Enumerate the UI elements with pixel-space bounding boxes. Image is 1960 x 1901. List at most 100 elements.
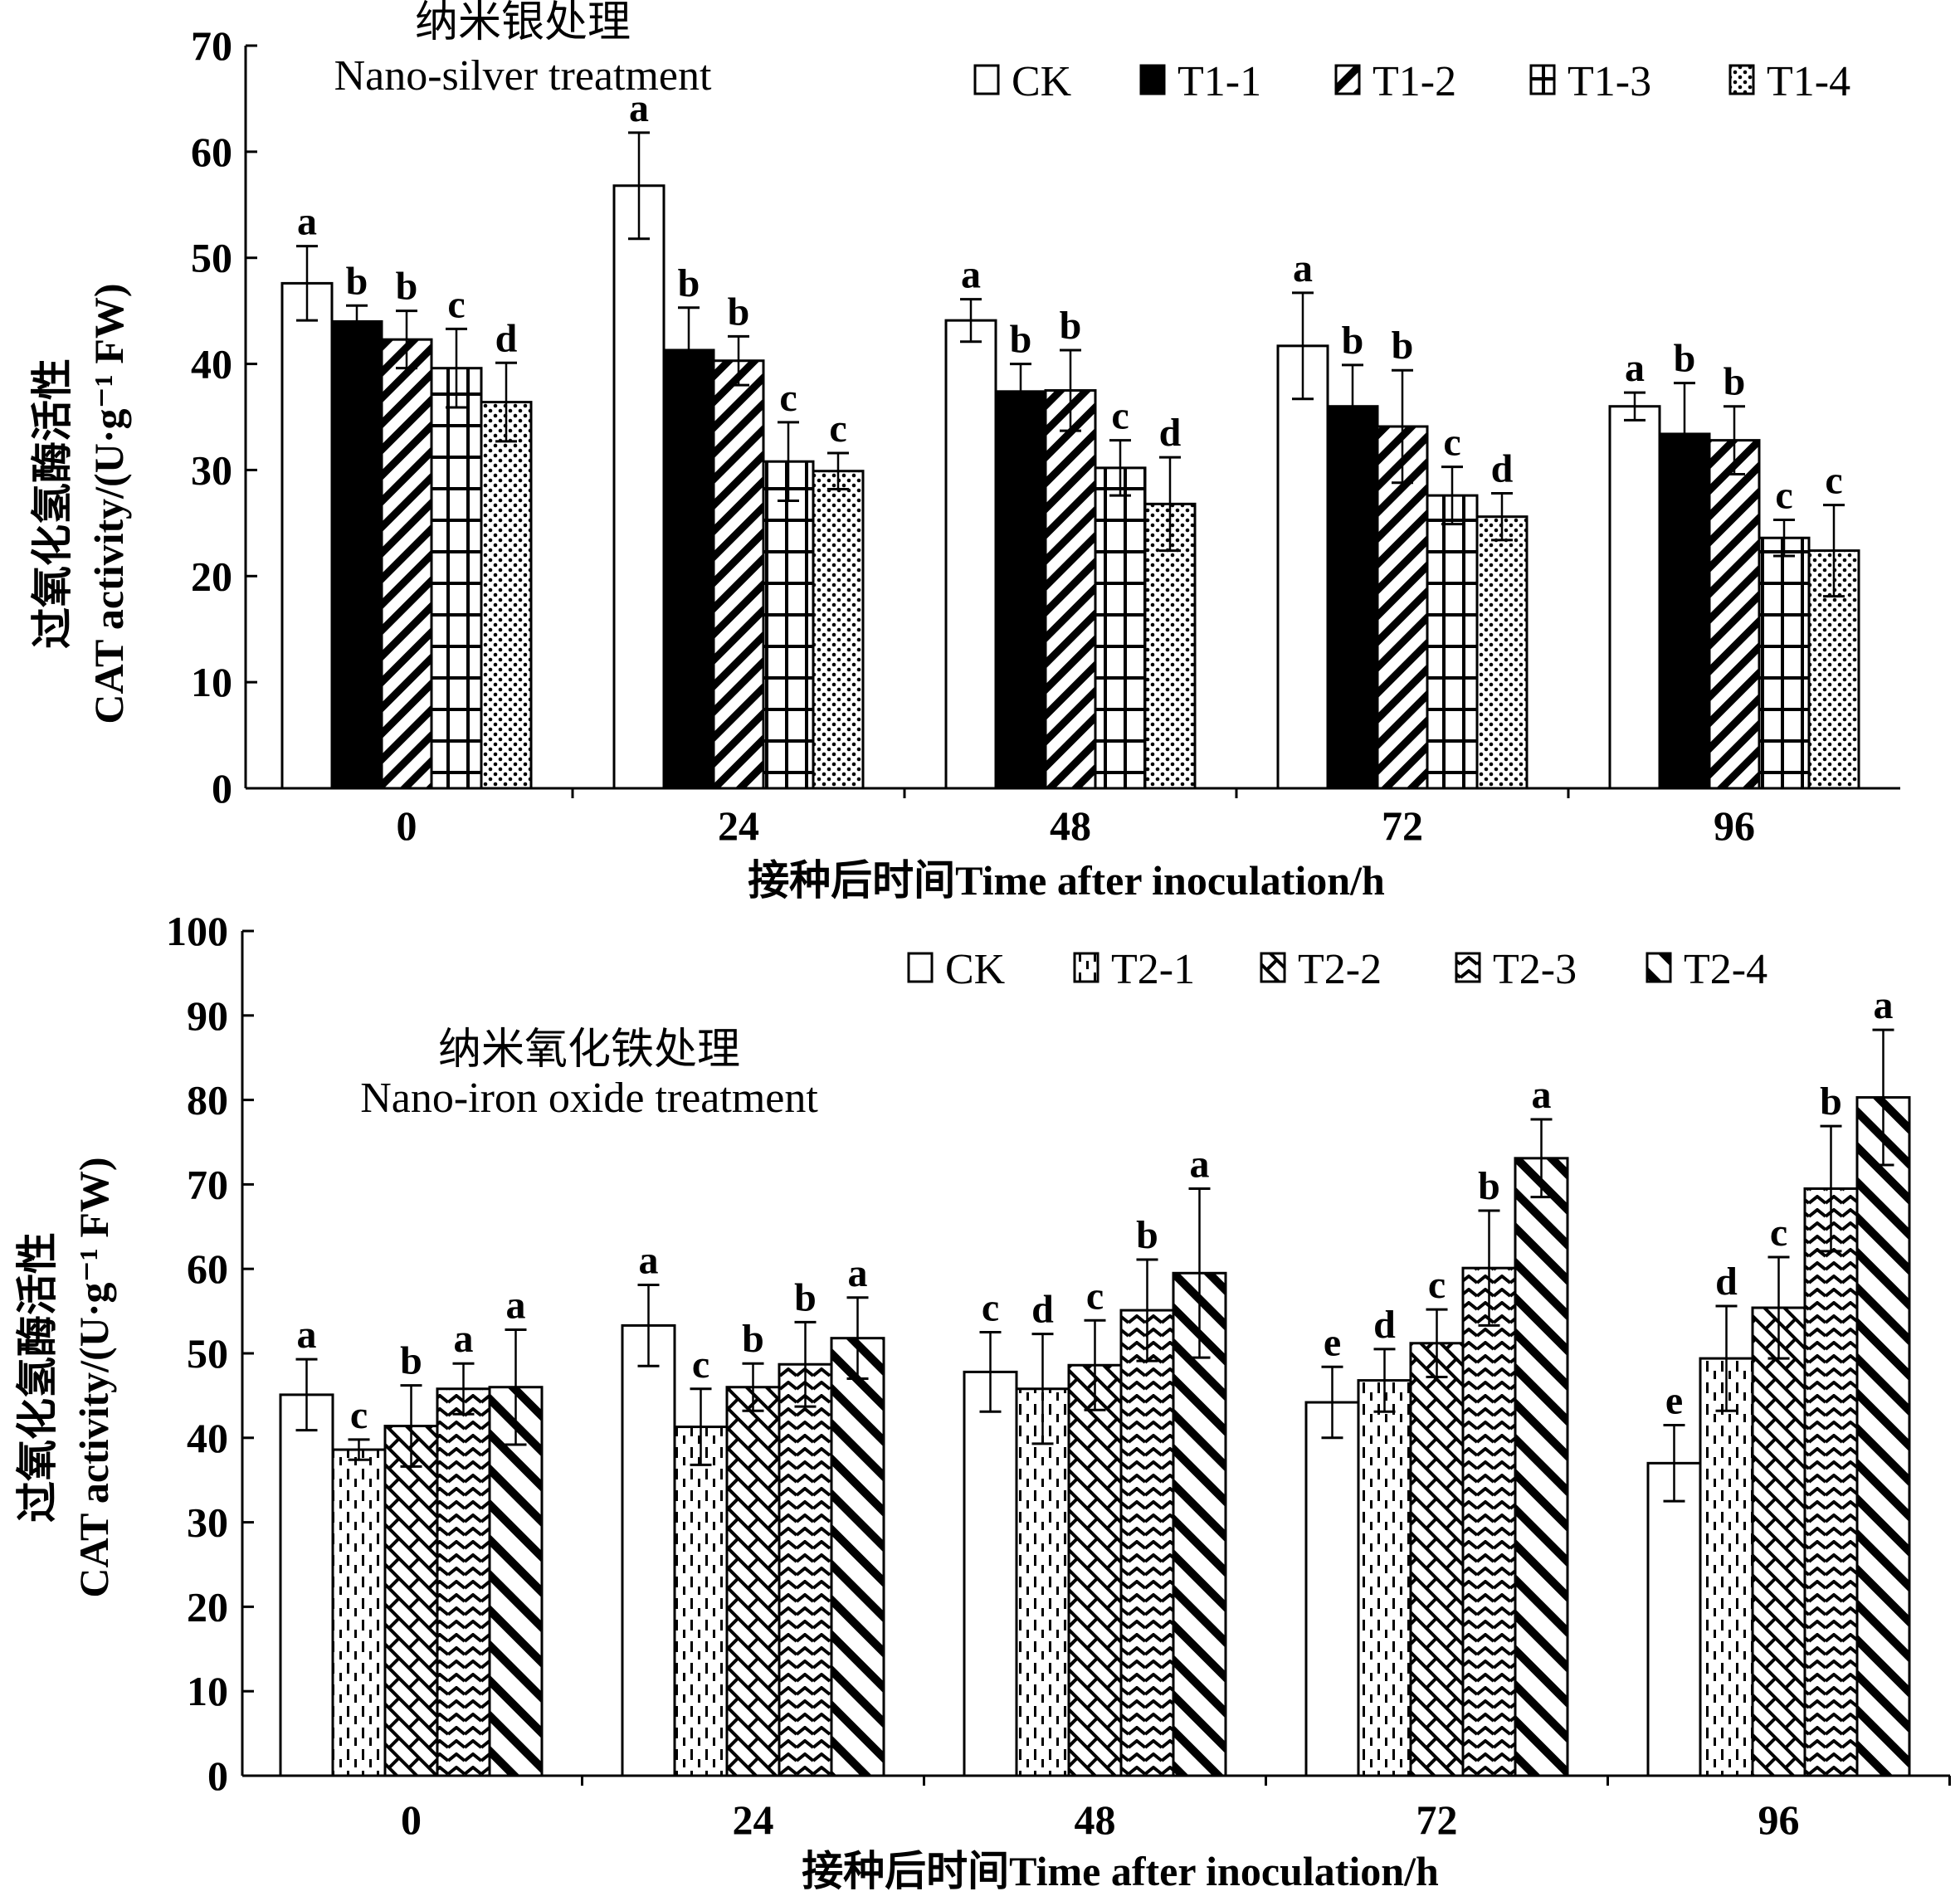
significance-letter: c <box>692 1343 709 1387</box>
significance-letter: a <box>1532 1073 1552 1117</box>
panel-title-en: Nano-iron oxide treatment <box>360 1075 818 1122</box>
y-axis-title-en: CAT activity/(U·g⁻¹ FW) <box>71 1157 117 1597</box>
bar-t2-3-24h <box>778 1362 833 1777</box>
significance-letter: d <box>1491 447 1514 491</box>
significance-letter: a <box>1293 246 1313 290</box>
axes: 0 10 20 30 40 50 60 70 0 24 48 72 96 <box>191 22 1900 849</box>
legend-label-t2-1: T2-1 <box>1111 946 1195 993</box>
significance-letter: d <box>1159 411 1182 455</box>
bar-ck-0h <box>280 281 334 790</box>
y-tick-label: 10 <box>191 659 232 705</box>
significance-letter: c <box>1825 459 1842 503</box>
significance-letter: c <box>1775 474 1792 518</box>
bar-t1-1-48h <box>994 390 1047 790</box>
y-tick-label: 70 <box>187 1161 228 1207</box>
significance-letter: a <box>297 200 317 244</box>
legend-label-ck: CK <box>1012 58 1072 105</box>
significance-letter: b <box>794 1275 817 1319</box>
significance-letter: c <box>1428 1263 1446 1307</box>
y-axis-title-en: CAT activity/(U·g⁻¹ FW) <box>85 283 132 724</box>
bar-t2-1-24h <box>673 1426 729 1777</box>
legend-label-t2-3: T2-3 <box>1493 946 1577 993</box>
legend-swatch-t1-2 <box>1334 64 1361 95</box>
y-tick-label: 50 <box>187 1330 228 1377</box>
significance-letter: b <box>742 1317 764 1361</box>
y-tick-label: 60 <box>187 1245 228 1292</box>
significance-letter: a <box>454 1317 474 1361</box>
significance-letter: a <box>297 1313 317 1357</box>
legend-label-ck: CK <box>945 946 1006 993</box>
bar-t2-4-96h <box>1855 1096 1911 1777</box>
bar-t1-3-0h <box>430 367 483 790</box>
bar-t2-2-96h <box>1751 1306 1806 1777</box>
significance-letter: e <box>1665 1379 1683 1423</box>
y-tick-label: 10 <box>187 1668 228 1714</box>
bar-t2-3-72h <box>1461 1266 1517 1777</box>
panel-title-cn: 纳米氧化铁处理 <box>438 1026 740 1074</box>
bar-t2-1-96h <box>1699 1357 1754 1777</box>
significance-letter: c <box>829 407 846 451</box>
legend-label-t2-2: T2-2 <box>1298 946 1382 993</box>
y-tick-label: 80 <box>187 1077 228 1124</box>
bar-t1-2-48h <box>1044 389 1097 790</box>
bar-ck-48h <box>944 319 997 790</box>
x-tick-label: 96 <box>1758 1796 1800 1843</box>
significance-letter: a <box>1625 346 1645 390</box>
panel-title-en: Nano-silver treatment <box>334 52 712 100</box>
significance-letter: c <box>779 376 797 420</box>
y-tick-label: 40 <box>187 1415 228 1461</box>
x-tick-label: 0 <box>397 802 417 849</box>
significance-letter: c <box>1770 1211 1787 1255</box>
bar-t2-3-0h <box>436 1387 491 1777</box>
bar-ck-96h <box>1608 405 1661 790</box>
significance-letter: b <box>1478 1164 1500 1208</box>
significance-letter: a <box>639 1239 659 1283</box>
legend-swatch-t2-4 <box>1646 952 1672 983</box>
significance-letter: a <box>1190 1142 1210 1186</box>
bar-t2-1-0h <box>331 1448 387 1777</box>
bar-ck-96h <box>1646 1461 1702 1777</box>
x-axis-title: 接种后时间Time after inoculation/h <box>802 1848 1439 1894</box>
legend-swatch-ck <box>973 64 1000 95</box>
bar-t1-4-0h <box>480 401 533 790</box>
legend-swatch-t1-1 <box>1139 64 1166 95</box>
significance-letter: b <box>1060 304 1082 348</box>
legend: CK T1-1 T1-2 T1-3 T1-4 <box>973 58 1850 105</box>
significance-letter: c <box>1443 421 1460 465</box>
significance-letter: c <box>350 1393 368 1437</box>
legend-label-t2-4: T2-4 <box>1684 946 1767 993</box>
significance-letter: c <box>982 1286 999 1330</box>
x-tick-label: 0 <box>401 1796 422 1843</box>
bar-ck-72h <box>1276 344 1329 790</box>
x-axis-title: 接种后时间Time after inoculation/h <box>748 857 1385 904</box>
significance-letter: b <box>396 265 418 309</box>
legend-label-t1-2: T1-2 <box>1372 58 1456 105</box>
legend: CK T2-1 T2-2 T2-3 T2-4 <box>907 946 1767 993</box>
x-tick-label: 24 <box>718 802 759 849</box>
bar-t1-2-0h <box>380 338 433 790</box>
bar-t1-3-24h <box>762 460 815 790</box>
legend-label-t1-4: T1-4 <box>1767 58 1850 105</box>
significance-letter: c <box>1086 1274 1104 1318</box>
significance-letter: a <box>1874 983 1894 1027</box>
x-tick-label: 24 <box>733 1796 774 1843</box>
significance-letter: b <box>1342 319 1364 363</box>
bar-ck-48h <box>963 1370 1018 1777</box>
bar-ck-24h <box>612 184 666 790</box>
x-tick-label: 72 <box>1416 1796 1458 1843</box>
bar-t1-3-96h <box>1758 536 1811 790</box>
bar-t1-4-24h <box>812 470 865 790</box>
y-tick-label: 100 <box>166 908 228 954</box>
legend-swatch-t2-1 <box>1073 952 1099 983</box>
x-tick-label: 96 <box>1714 802 1755 849</box>
y-axis-title-cn: 过氧化氢酶活性 <box>29 358 76 649</box>
legend-swatch-t2-3 <box>1455 952 1481 983</box>
y-tick-label: 20 <box>187 1583 228 1630</box>
significance-letter: b <box>1674 337 1696 381</box>
y-tick-label: 0 <box>207 1752 228 1799</box>
bar-t1-2-24h <box>712 359 765 790</box>
significance-letter: b <box>1010 318 1032 362</box>
bar-t1-1-72h <box>1326 405 1379 790</box>
